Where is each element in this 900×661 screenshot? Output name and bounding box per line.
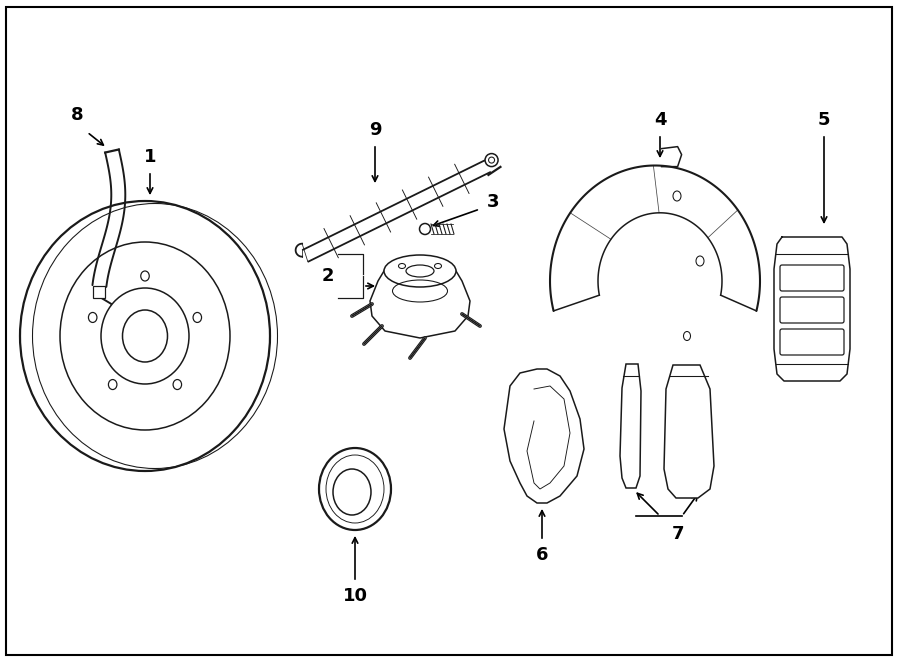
FancyBboxPatch shape: [780, 265, 844, 291]
Ellipse shape: [173, 379, 182, 389]
Text: 7: 7: [671, 525, 684, 543]
Ellipse shape: [101, 288, 189, 384]
Circle shape: [485, 153, 498, 167]
Ellipse shape: [140, 271, 149, 281]
Ellipse shape: [194, 313, 202, 323]
Ellipse shape: [696, 256, 704, 266]
Ellipse shape: [673, 191, 681, 201]
Ellipse shape: [384, 255, 456, 287]
Text: 4: 4: [653, 111, 666, 129]
Text: 5: 5: [818, 111, 830, 129]
Circle shape: [419, 223, 430, 235]
Polygon shape: [620, 364, 641, 488]
Ellipse shape: [683, 332, 690, 340]
Text: 3: 3: [487, 193, 500, 211]
Text: 2: 2: [322, 267, 334, 285]
Text: 9: 9: [369, 121, 382, 139]
Ellipse shape: [20, 201, 270, 471]
FancyBboxPatch shape: [780, 329, 844, 355]
Ellipse shape: [399, 264, 406, 268]
Ellipse shape: [88, 313, 97, 323]
Text: 6: 6: [536, 546, 548, 564]
Circle shape: [489, 157, 495, 163]
Text: 1: 1: [144, 148, 157, 166]
Ellipse shape: [406, 265, 434, 277]
Ellipse shape: [326, 455, 384, 523]
FancyBboxPatch shape: [780, 297, 844, 323]
Polygon shape: [664, 365, 714, 498]
Ellipse shape: [60, 242, 230, 430]
Ellipse shape: [333, 469, 371, 515]
Text: 10: 10: [343, 587, 367, 605]
Ellipse shape: [122, 310, 167, 362]
Ellipse shape: [435, 264, 442, 268]
Polygon shape: [504, 369, 584, 503]
Ellipse shape: [108, 379, 117, 389]
Text: 8: 8: [71, 106, 84, 124]
Bar: [94, 286, 105, 298]
Ellipse shape: [319, 448, 391, 530]
